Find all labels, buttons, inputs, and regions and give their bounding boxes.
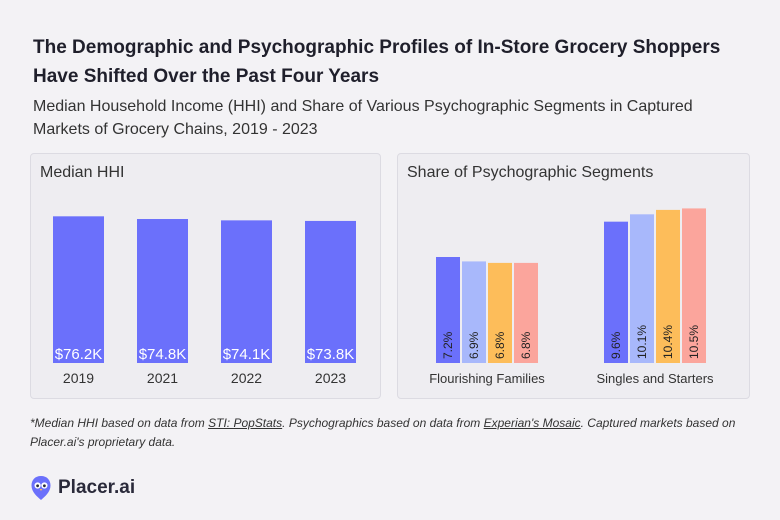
segment-value-label: 7.2% bbox=[441, 331, 455, 359]
hhi-bar bbox=[221, 220, 272, 363]
hhi-value-label: $74.8K bbox=[139, 346, 187, 363]
segment-value-label: 6.8% bbox=[493, 331, 507, 359]
hhi-year-label: 2019 bbox=[63, 370, 94, 386]
mosaic-link[interactable]: Experian's Mosaic bbox=[483, 416, 581, 430]
segment-bar bbox=[630, 214, 654, 363]
hhi-panel: Median HHI $76.2K 2019 $74.8K 2021 $74.1K 202… bbox=[30, 153, 381, 399]
footnote: *Median HHI based on data from STI: PopS… bbox=[30, 414, 755, 452]
hhi-year-label: 2023 bbox=[315, 370, 346, 386]
hhi-panel-title: Median HHI bbox=[40, 164, 125, 181]
hhi-year-label: 2021 bbox=[147, 370, 178, 386]
segment-value-label: 6.8% bbox=[519, 331, 533, 359]
hhi-value-label: $74.1K bbox=[223, 346, 271, 363]
footnote-text-2: . Psychographics based on data from bbox=[282, 416, 484, 430]
segment-value-label: 10.1% bbox=[635, 325, 649, 359]
segment-value-label: 9.6% bbox=[609, 331, 623, 359]
segment-bar bbox=[656, 209, 680, 363]
hhi-value-label: $73.8K bbox=[307, 346, 355, 363]
hhi-bar bbox=[53, 216, 104, 363]
segment-value-label: 10.5% bbox=[687, 325, 701, 359]
segment-value-label: 6.9% bbox=[467, 331, 481, 359]
hhi-bar bbox=[305, 220, 356, 363]
hhi-year-label: 2022 bbox=[231, 370, 262, 386]
placer-logo: Placer.ai bbox=[30, 473, 135, 503]
segment-bar bbox=[462, 261, 486, 363]
hhi-value-label: $76.2K bbox=[55, 346, 103, 363]
segment-category-label: Flourishing Families bbox=[429, 371, 545, 386]
popstats-link[interactable]: STI: PopStats bbox=[208, 416, 283, 430]
chart-subtitle: Median Household Income (HHI) and Share … bbox=[33, 98, 693, 138]
hhi-bar bbox=[137, 219, 188, 363]
segment-bar bbox=[436, 257, 460, 363]
segment-bar bbox=[514, 262, 538, 363]
segment-bar bbox=[682, 208, 706, 363]
footnote-text-3: . Captured markets based on Placer.ai's … bbox=[30, 416, 736, 449]
segment-value-label: 10.4% bbox=[661, 325, 675, 359]
segment-bar bbox=[604, 221, 628, 363]
segments-panel-title: Share of Psychographic Segments bbox=[407, 164, 654, 181]
chart-title: The Demographic and Psychographic Profil… bbox=[33, 37, 721, 87]
hhi-bar-chart: $76.2K 2019 $74.8K 2021 $74.1K 2022 $73.8K 2023 bbox=[53, 216, 356, 386]
segment-bar bbox=[488, 262, 512, 363]
brand-name: Placer.ai bbox=[58, 477, 136, 498]
segment-category-label: Singles and Starters bbox=[596, 371, 714, 386]
segments-bar-chart: 7.2% 6.9% 6.8% 6.8% Flourishing Families 9.6%… bbox=[429, 208, 714, 386]
placer-owl-icon bbox=[31, 476, 51, 500]
footnote-text-1: *Median HHI based on data from bbox=[30, 416, 209, 430]
segments-panel: Share of Psychographic Segments 7.2% 6.9%… bbox=[397, 153, 750, 399]
